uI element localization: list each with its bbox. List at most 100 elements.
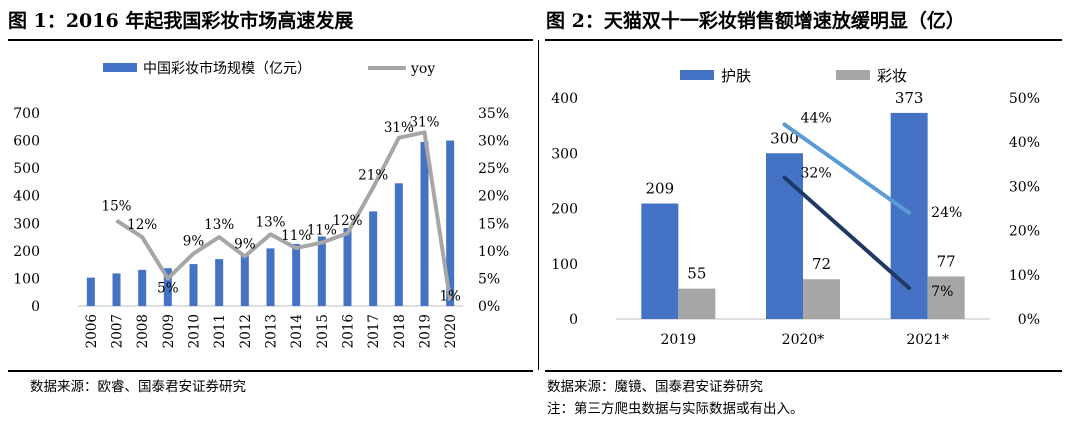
legend-label-makeup: 彩妆 bbox=[877, 67, 907, 85]
yoy-data-label: 11% bbox=[281, 228, 311, 244]
growth-line-label: 44% bbox=[801, 111, 832, 127]
left-axis-tick-label: 400 bbox=[551, 91, 578, 107]
legend-swatch-skincare bbox=[680, 70, 714, 80]
market-size-bar bbox=[266, 248, 275, 306]
growth-line-label: 24% bbox=[931, 205, 962, 221]
market-size-bar bbox=[394, 183, 403, 306]
figure1-svg: 0 100 200 300 400 500 600 700 0% 5% 10% 15% 20% 25% 30… bbox=[13, 60, 509, 348]
market-size-bar bbox=[86, 277, 95, 306]
market-size-bar bbox=[240, 254, 249, 306]
left-axis-tick-label: 0 bbox=[569, 312, 578, 328]
right-axis-tick-label: 10% bbox=[1009, 268, 1040, 284]
right-axis-tick-label: 20% bbox=[478, 189, 509, 205]
market-size-bar bbox=[369, 211, 378, 306]
makeup-bar-label: 72 bbox=[812, 255, 831, 273]
right-axis-tick-label: 0% bbox=[478, 299, 500, 315]
right-axis-tick-label: 15% bbox=[478, 216, 509, 232]
legend-swatch-bar bbox=[103, 63, 137, 72]
figure2-note: 注：第三方爬虫数据与实际数据或有出入。 bbox=[547, 401, 804, 417]
market-size-bar bbox=[420, 141, 429, 306]
right-axis-tick-label: 30% bbox=[1009, 179, 1040, 195]
growth-line-label: 32% bbox=[801, 166, 832, 182]
right-axis-tick-label: 0% bbox=[1018, 312, 1040, 328]
yoy-line bbox=[115, 130, 453, 301]
x-axis-tick-label: 2021* bbox=[906, 332, 949, 348]
skincare-bar bbox=[890, 112, 928, 319]
skincare-bar-label: 373 bbox=[895, 89, 924, 107]
figure1-chart: 0 100 200 300 400 500 600 700 0% 5% 10% 15% 20% 25% 30… bbox=[8, 41, 533, 373]
right-axis-tick-label: 5% bbox=[478, 271, 500, 287]
skincare-bar bbox=[766, 153, 803, 319]
x-axis-tick-label: 2017 bbox=[366, 314, 382, 348]
x-axis-tick-label: 2020 bbox=[443, 314, 459, 348]
figure1-bottom-rule bbox=[8, 370, 533, 372]
market-size-bar bbox=[317, 236, 326, 306]
yoy-data-label: 13% bbox=[255, 214, 285, 230]
left-axis-tick-label: 300 bbox=[13, 216, 40, 232]
left-axis-tick-label: 600 bbox=[13, 134, 40, 150]
market-size-bar bbox=[343, 227, 352, 306]
makeup-bar bbox=[803, 279, 840, 319]
figure2-source: 数据来源：魔镜、国泰君安证券研究 bbox=[547, 379, 763, 395]
left-axis-tick-label: 100 bbox=[13, 271, 40, 287]
market-size-bar bbox=[292, 243, 301, 306]
growth-line-dark bbox=[782, 175, 912, 291]
skincare-bar-label: 209 bbox=[646, 180, 675, 198]
right-axis-tick-label: 35% bbox=[478, 106, 509, 122]
x-axis-tick-label: 2019 bbox=[418, 314, 434, 348]
left-axis-tick-label: 0 bbox=[31, 299, 40, 315]
right-axis-tick-label: 25% bbox=[478, 161, 509, 177]
market-size-bar bbox=[189, 264, 198, 306]
x-axis-tick-label: 2018 bbox=[392, 314, 408, 348]
figure2-top-rule bbox=[545, 39, 1062, 41]
x-axis-tick-label: 2020* bbox=[782, 332, 825, 348]
x-axis-tick-label: 2009 bbox=[161, 314, 177, 348]
market-size-bar bbox=[163, 268, 172, 306]
yoy-data-label: 31% bbox=[409, 114, 439, 130]
left-axis-tick-label: 500 bbox=[13, 161, 40, 177]
left-axis-tick-label: 200 bbox=[551, 202, 578, 218]
market-size-bar bbox=[138, 269, 147, 306]
x-axis-tick-label: 2006 bbox=[84, 314, 100, 348]
yoy-data-label: 15% bbox=[101, 199, 131, 215]
figure2-chart: 0 100 200 300 400 0% 10% 20% 30% 40% 50% 209 300 373 5… bbox=[546, 41, 1062, 373]
x-axis-tick-label: 2008 bbox=[135, 314, 151, 348]
left-axis-tick-label: 700 bbox=[13, 106, 40, 122]
legend-label-yoy: yoy bbox=[410, 61, 435, 77]
skincare-bar bbox=[641, 203, 679, 319]
makeup-bar bbox=[927, 276, 965, 319]
yoy-data-label: 13% bbox=[204, 217, 234, 233]
panel-divider bbox=[538, 40, 539, 370]
figure1-source: 数据来源：欧睿、国泰君安证券研究 bbox=[30, 379, 246, 395]
right-axis-tick-label: 10% bbox=[478, 244, 509, 260]
left-axis-tick-label: 400 bbox=[13, 189, 40, 205]
x-axis-tick-label: 2019 bbox=[661, 332, 697, 348]
x-axis-tick-label: 2012 bbox=[238, 314, 254, 348]
left-axis-tick-label: 200 bbox=[13, 244, 40, 260]
yoy-data-label: 5% bbox=[157, 280, 179, 296]
x-axis-tick-label: 2011 bbox=[212, 314, 228, 348]
x-axis-tick-label: 2013 bbox=[264, 314, 280, 348]
legend-swatch-makeup bbox=[836, 70, 870, 80]
yoy-data-label: 9% bbox=[234, 236, 256, 252]
legend-label-market-size: 中国彩妆市场规模（亿元） bbox=[143, 60, 311, 77]
figure1-title: 图 1：2016 年起我国彩妆市场高速发展 bbox=[8, 10, 354, 32]
growth-line-label: 7% bbox=[931, 284, 953, 300]
right-axis-tick-label: 40% bbox=[1009, 135, 1040, 151]
makeup-bar-label: 55 bbox=[687, 265, 706, 283]
yoy-data-label: 31% bbox=[384, 120, 414, 136]
makeup-bar bbox=[678, 288, 716, 319]
yoy-data-label: 12% bbox=[127, 217, 157, 233]
yoy-data-label: 9% bbox=[183, 234, 205, 250]
skincare-bar-label: 300 bbox=[770, 129, 799, 147]
figure2-bottom-rule bbox=[545, 370, 1062, 372]
x-axis-tick-label: 2016 bbox=[341, 314, 357, 348]
yoy-data-label: 21% bbox=[358, 167, 388, 183]
x-axis-tick-label: 2015 bbox=[315, 314, 331, 348]
figure2-svg: 0 100 200 300 400 0% 10% 20% 30% 40% 50% 209 300 373 5… bbox=[551, 67, 1040, 348]
right-axis-tick-label: 50% bbox=[1009, 91, 1040, 107]
x-axis-tick-label: 2010 bbox=[187, 314, 203, 348]
figure2-title: 图 2：天猫双十一彩妆销售额增速放缓明显（亿） bbox=[546, 10, 965, 32]
right-axis-tick-label: 30% bbox=[478, 134, 509, 150]
yoy-data-label: 12% bbox=[332, 213, 362, 229]
